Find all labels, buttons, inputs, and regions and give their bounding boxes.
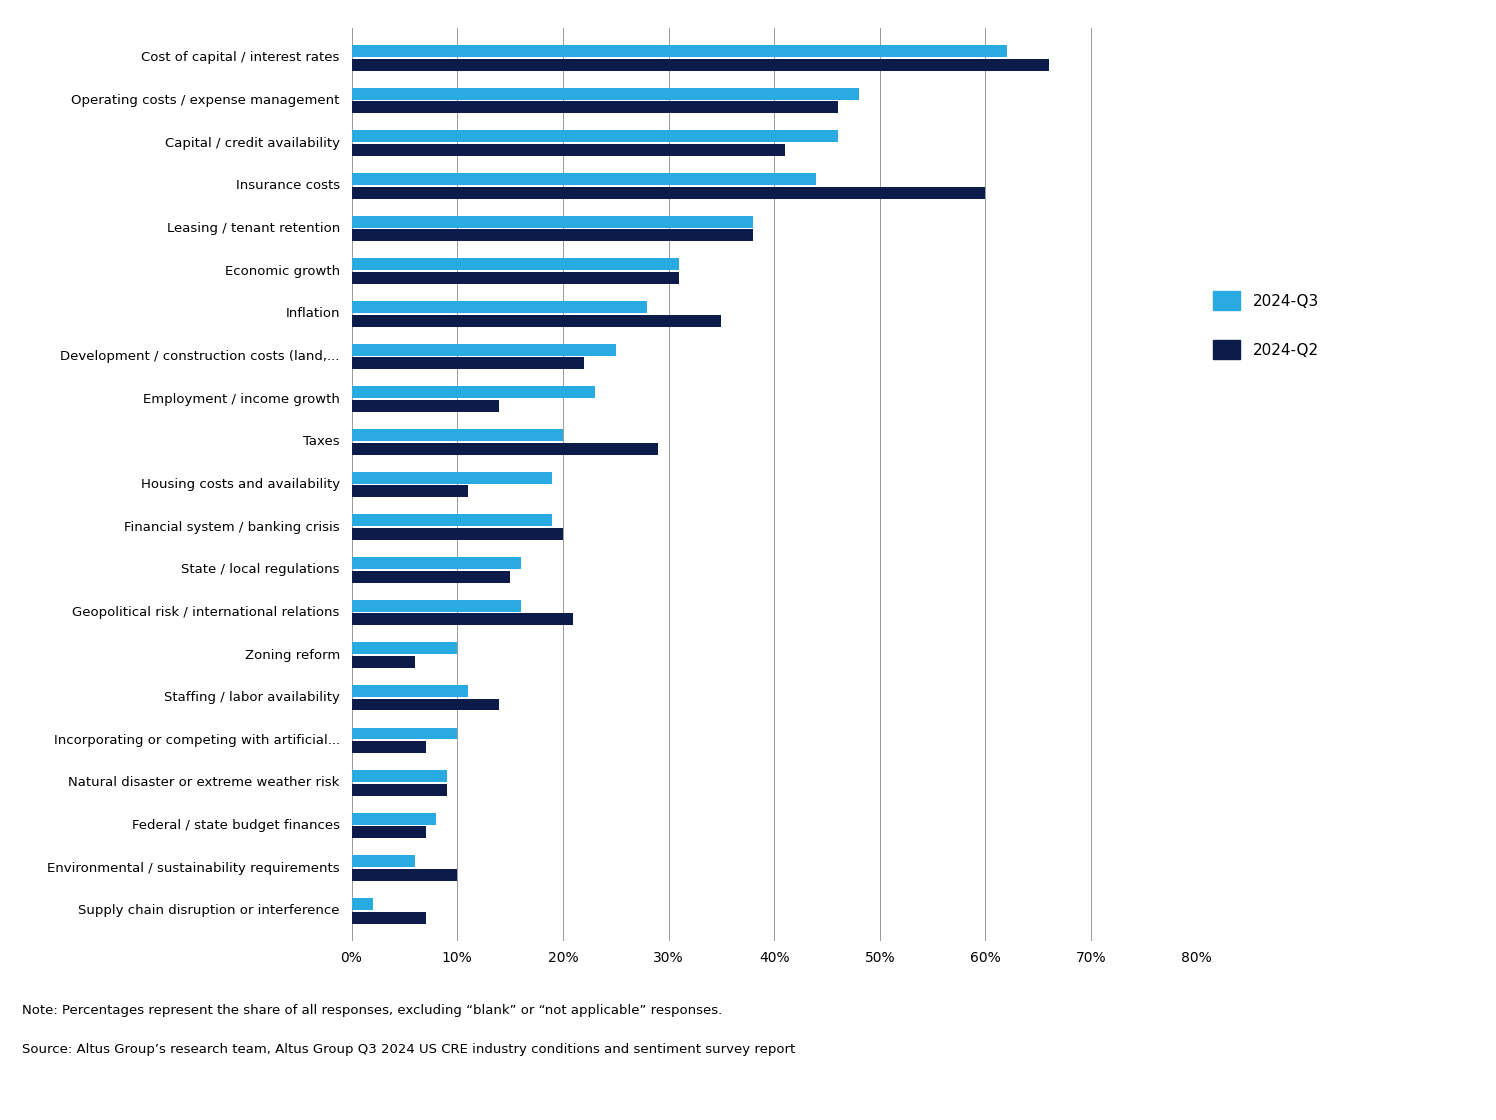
Bar: [352, 741, 425, 753]
Bar: [352, 344, 616, 355]
Bar: [352, 301, 648, 312]
Bar: [352, 570, 510, 582]
Bar: [352, 400, 500, 412]
Bar: [352, 557, 521, 569]
Bar: [352, 898, 373, 911]
Bar: [352, 472, 552, 484]
Bar: [352, 442, 658, 455]
Text: Source: Altus Group’s research team, Altus Group Q3 2024 US CRE industry conditi: Source: Altus Group’s research team, Alt…: [22, 1043, 796, 1056]
Bar: [352, 45, 1007, 57]
Bar: [352, 784, 447, 796]
Bar: [352, 771, 447, 782]
Bar: [352, 187, 986, 198]
Bar: [352, 315, 721, 327]
Legend: 2024-Q3, 2024-Q2: 2024-Q3, 2024-Q2: [1213, 291, 1319, 360]
Bar: [352, 827, 425, 839]
Bar: [352, 614, 573, 625]
Bar: [352, 216, 752, 227]
Bar: [352, 429, 562, 441]
Bar: [352, 642, 458, 654]
Bar: [352, 172, 817, 185]
Bar: [352, 728, 458, 739]
Bar: [352, 485, 468, 497]
Bar: [352, 813, 437, 824]
Bar: [352, 272, 679, 284]
Bar: [352, 528, 562, 540]
Bar: [352, 357, 583, 370]
Bar: [352, 259, 679, 270]
Bar: [352, 869, 458, 881]
Bar: [352, 599, 521, 612]
Bar: [352, 58, 1049, 71]
Text: Note: Percentages represent the share of all responses, excluding “blank” or “no: Note: Percentages represent the share of…: [22, 1004, 723, 1017]
Bar: [352, 699, 500, 710]
Bar: [352, 684, 468, 697]
Bar: [352, 386, 594, 399]
Bar: [352, 514, 552, 526]
Bar: [352, 856, 414, 867]
Bar: [352, 912, 425, 924]
Bar: [352, 102, 838, 113]
Bar: [352, 130, 838, 142]
Bar: [352, 87, 859, 100]
Bar: [352, 144, 785, 156]
Bar: [352, 230, 752, 241]
Bar: [352, 656, 414, 668]
